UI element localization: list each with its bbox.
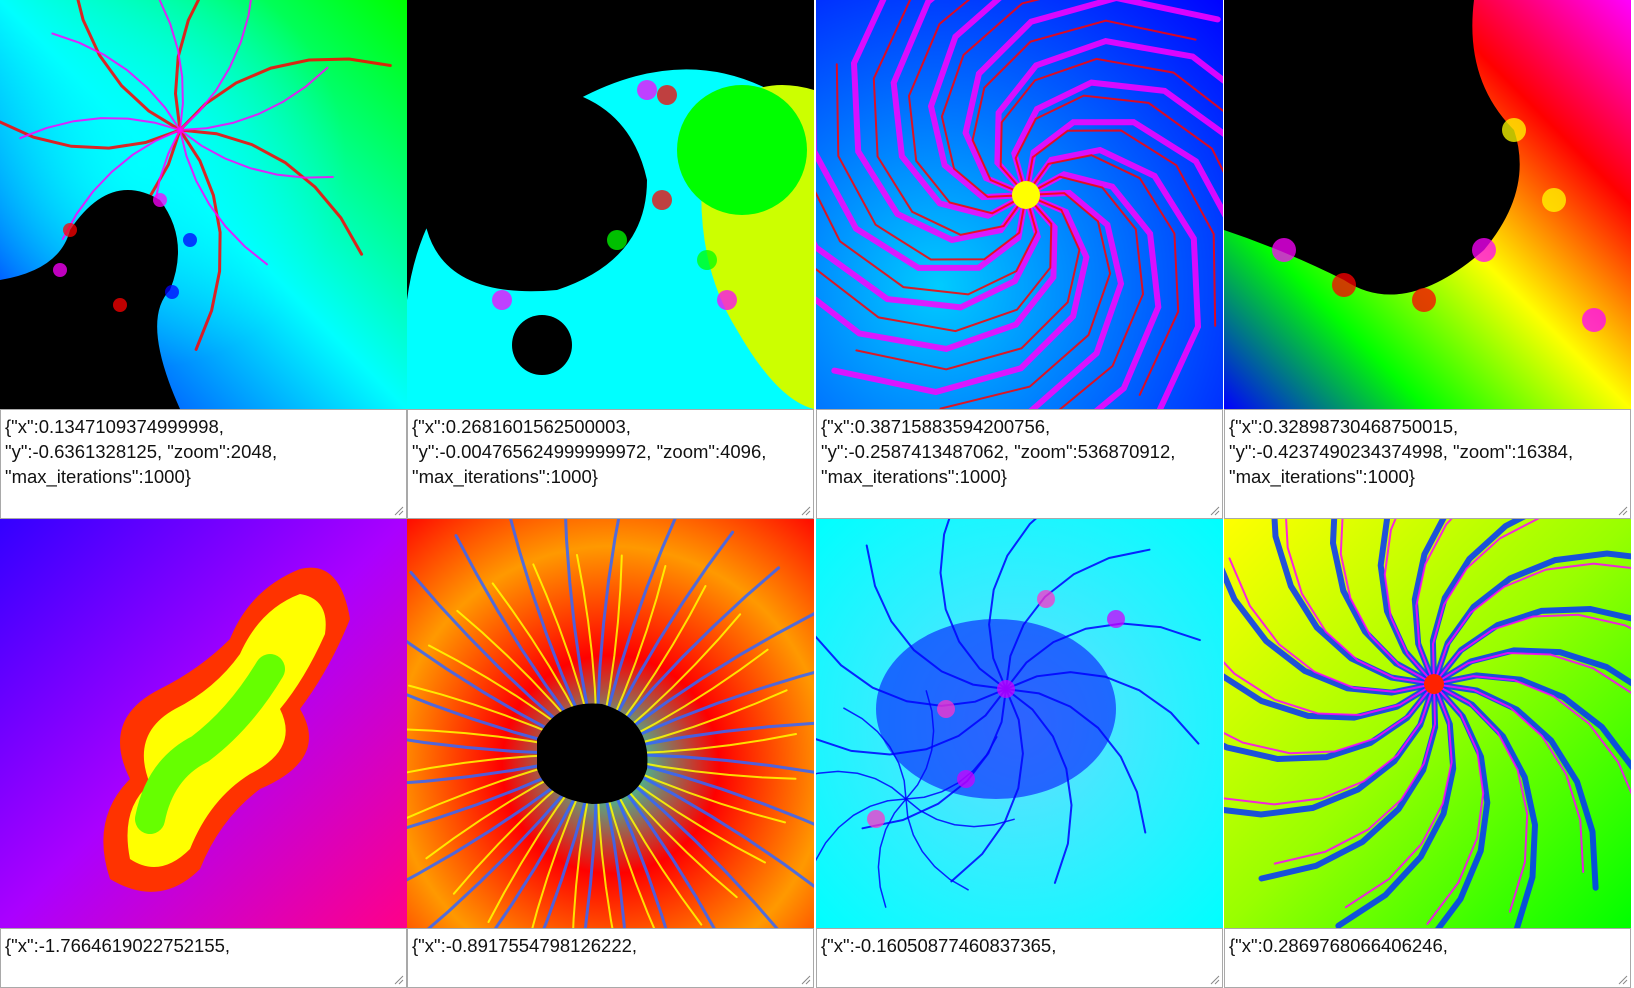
fractal-params-textarea[interactable]: {"x":-0.8917554798126222, (407, 928, 814, 988)
fractal-card: {"x":0.2869768066406246, (1224, 519, 1631, 988)
fractal-params-textarea[interactable]: {"x":0.38715883594200756, "y":-0.2587413… (816, 409, 1223, 519)
fractal-card: {"x":-0.16050877460837365, (816, 519, 1223, 988)
fractal-params-textarea[interactable]: {"x":-1.7664619022752155, (0, 928, 407, 988)
fractal-image[interactable] (1224, 519, 1631, 928)
resize-grip-icon[interactable] (1208, 504, 1220, 516)
fractal-params-textarea[interactable]: {"x":-0.16050877460837365, (816, 928, 1223, 988)
fractal-params-textarea[interactable]: {"x":0.2869768066406246, (1224, 928, 1631, 988)
fractal-card: {"x":0.2681601562500003, "y":-0.00476562… (407, 0, 814, 519)
fractal-card: {"x":0.1347109374999998, "y":-0.63613281… (0, 0, 407, 519)
fractal-image[interactable] (1224, 0, 1631, 409)
fractal-image[interactable] (407, 0, 814, 409)
fractal-image[interactable] (816, 0, 1223, 409)
fractal-image[interactable] (0, 0, 407, 409)
resize-grip-icon[interactable] (1208, 973, 1220, 985)
resize-grip-icon[interactable] (799, 504, 811, 516)
resize-grip-icon[interactable] (392, 973, 404, 985)
fractal-image[interactable] (407, 519, 814, 928)
resize-grip-icon[interactable] (799, 973, 811, 985)
fractal-card: {"x":-0.8917554798126222, (407, 519, 814, 988)
fractal-card: {"x":-1.7664619022752155, (0, 519, 407, 988)
resize-grip-icon[interactable] (392, 504, 404, 516)
fractal-params-textarea[interactable]: {"x":0.32898730468750015, "y":-0.4237490… (1224, 409, 1631, 519)
fractal-image[interactable] (0, 519, 407, 928)
fractal-card: {"x":0.32898730468750015, "y":-0.4237490… (1224, 0, 1631, 519)
fractal-params-textarea[interactable]: {"x":0.1347109374999998, "y":-0.63613281… (0, 409, 407, 519)
fractal-card: {"x":0.38715883594200756, "y":-0.2587413… (816, 0, 1223, 519)
resize-grip-icon[interactable] (1616, 504, 1628, 516)
fractal-params-textarea[interactable]: {"x":0.2681601562500003, "y":-0.00476562… (407, 409, 814, 519)
resize-grip-icon[interactable] (1616, 973, 1628, 985)
fractal-image[interactable] (816, 519, 1223, 928)
